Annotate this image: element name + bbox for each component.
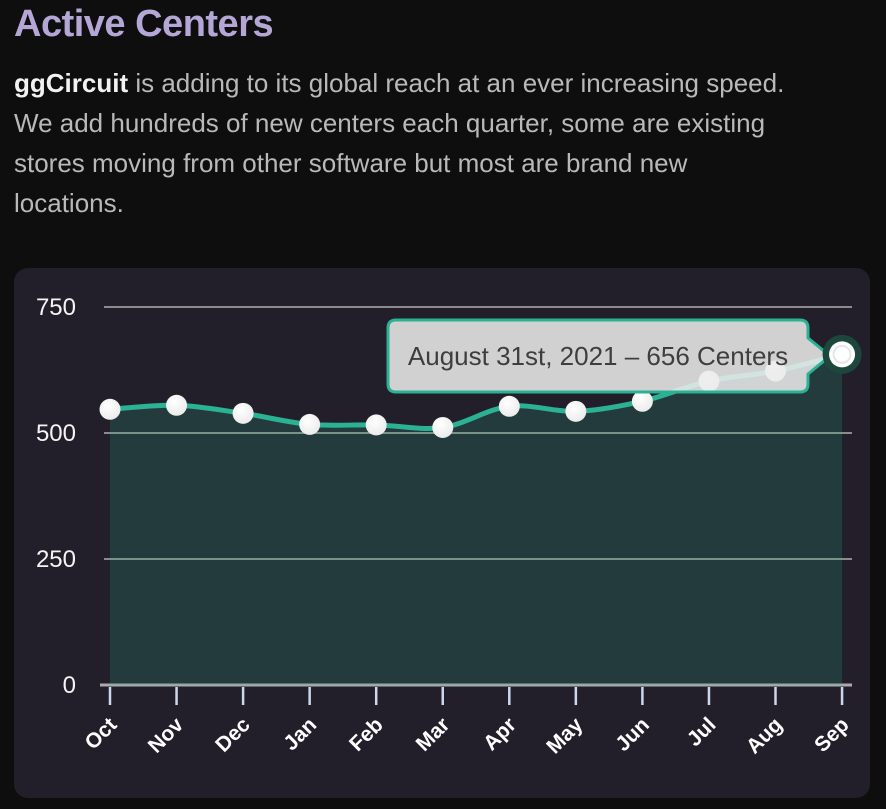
y-axis-label-0: 0 — [63, 672, 76, 699]
data-point-mar[interactable] — [432, 416, 454, 438]
series-area-fill — [110, 354, 843, 685]
intro-line-1-rest: is adding to its global reach at an ever… — [128, 67, 785, 98]
x-axis-label-jul: Jul — [683, 713, 721, 751]
x-axis-label-mar: Mar — [412, 713, 455, 756]
x-axis-label-may: May — [542, 713, 587, 758]
data-point-may[interactable] — [565, 400, 587, 422]
intro-paragraph: ggCircuit is adding to its global reach … — [14, 63, 872, 223]
data-point-nov[interactable] — [166, 394, 188, 416]
chart-tooltip-bubble — [386, 318, 832, 394]
x-axis-label-sep: Sep — [810, 713, 853, 756]
x-axis-label-apr: Apr — [479, 713, 521, 755]
data-point-feb[interactable] — [365, 414, 387, 436]
x-axis-label-aug: Aug — [742, 713, 787, 758]
y-axis-label-250: 250 — [36, 546, 76, 573]
intro-line-1: ggCircuit is adding to its global reach … — [14, 63, 872, 103]
active-centers-chart: 0 250 500 750 Oct Nov Dec Jan Feb Mar Apr May Jun Jul… — [36, 294, 862, 758]
x-axis-label-feb: Feb — [345, 713, 388, 756]
y-axis-label-750: 750 — [36, 294, 76, 321]
data-point-apr[interactable] — [498, 395, 520, 417]
x-axis-label-jun: Jun — [611, 713, 654, 756]
brand-name: ggCircuit — [14, 67, 129, 98]
x-axis-label-dec: Dec — [211, 713, 255, 757]
intro-line-4: locations. — [14, 187, 124, 218]
chart-tooltip-text: August 31st, 2021 – 656 Centers — [408, 341, 788, 371]
x-axis-label-jan: Jan — [279, 713, 321, 755]
active-point-inner-ring — [832, 344, 852, 364]
data-point-jun[interactable] — [631, 390, 653, 412]
data-point-oct[interactable] — [99, 398, 121, 420]
intro-line-2: We add hundreds of new centers each quar… — [14, 107, 766, 138]
data-point-jan[interactable] — [299, 413, 321, 435]
page-title: Active Centers — [14, 3, 274, 45]
x-axis-label-nov: Nov — [144, 713, 189, 758]
chart-panel: 0 250 500 750 Oct Nov Dec Jan Feb Mar Apr May Jun Jul… — [14, 267, 870, 798]
active-data-point-sep[interactable] — [822, 334, 862, 374]
data-point-dec[interactable] — [232, 402, 254, 424]
intro-line-3: stores moving from other software but mo… — [14, 147, 688, 178]
x-axis-label-oct: Oct — [81, 713, 122, 754]
y-axis-label-500: 500 — [36, 420, 76, 447]
chart-tooltip: August 31st, 2021 – 656 Centers — [386, 318, 832, 394]
